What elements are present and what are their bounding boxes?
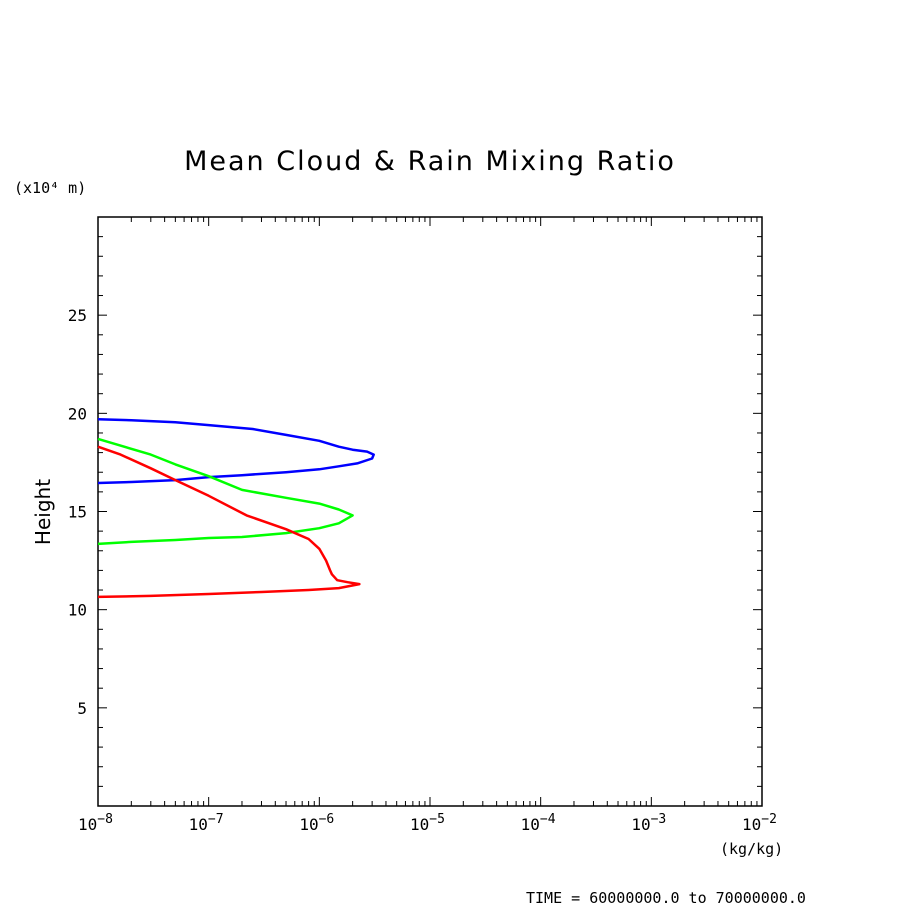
time-range-footer: TIME = 60000000.0 to 70000000.0: [526, 889, 806, 904]
x-tick-label: 10−2: [742, 812, 777, 834]
y-tick-label: 5: [77, 699, 87, 718]
y-tick-label: 25: [68, 306, 87, 325]
plot-frame: [97, 216, 763, 807]
data-lines: [97, 417, 375, 599]
y-tick-label: 15: [68, 503, 87, 522]
series-line-1: [97, 417, 375, 485]
y-tick-label: 10: [68, 601, 87, 620]
axis-ticks: [97, 217, 762, 806]
series-line-2: [97, 437, 354, 546]
x-unit-label: (kg/kg): [720, 840, 783, 858]
x-tick-label: 10−4: [521, 812, 556, 834]
x-tick-label: 10−3: [631, 812, 666, 834]
x-tick-labels: 10−8 10−7 10−6 10−5 10−4 10−3 10−2: [78, 812, 777, 834]
y-tick-labels: 5 10 15 20 25: [68, 306, 87, 718]
series-line-3: [97, 445, 361, 599]
x-tick-label: 10−8: [78, 812, 113, 834]
x-tick-label: 10−7: [189, 812, 224, 834]
y-unit-label: (x10⁴ m): [14, 179, 86, 197]
x-tick-label: 10−5: [410, 812, 445, 834]
y-axis-label: Height: [31, 479, 55, 545]
chart-title: Mean Cloud & Rain Mixing Ratio: [184, 146, 676, 177]
y-tick-label: 20: [68, 404, 87, 423]
x-tick-label: 10−6: [299, 812, 334, 834]
